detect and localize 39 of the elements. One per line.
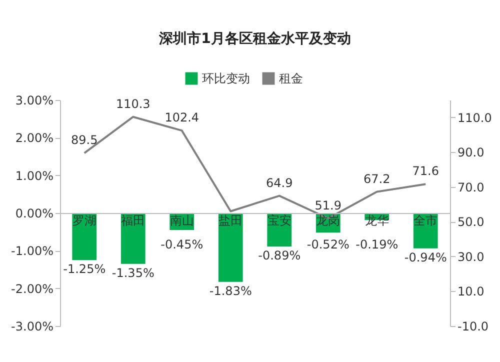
x-tick-label: 盐田	[218, 214, 243, 228]
y2-tick-label: 30.0	[458, 250, 484, 264]
data-label: 64.9	[266, 176, 293, 190]
data-label: 71.6	[412, 164, 439, 178]
data-label: -0.52%	[306, 238, 350, 252]
y-tick-label: 3.00%	[15, 94, 54, 108]
y-tick-label: -1.00%	[11, 244, 54, 258]
data-label: 67.2	[364, 172, 390, 186]
y2-tick-label: -10.0	[458, 320, 489, 334]
x-tick-label: 南山	[170, 214, 194, 228]
y2-tick-label: 50.0	[458, 215, 484, 230]
legend-label: 租金	[279, 72, 303, 86]
legend-label: 环比变动	[202, 72, 250, 86]
data-label: -0.19%	[356, 238, 398, 252]
y2-tick-label: 90.0	[458, 146, 484, 160]
data-label: 102.4	[164, 110, 200, 125]
x-tick-label: 龙岗	[316, 214, 340, 228]
data-label: -1.25%	[63, 262, 106, 276]
data-label: 110.3	[116, 96, 150, 111]
y-tick-label: 2.00%	[15, 131, 54, 146]
y2-tick-label: 10.0	[458, 284, 484, 299]
x-tick-label: 罗湖	[72, 214, 96, 228]
data-label: 89.5	[71, 133, 98, 148]
x-tick-label: 全市	[414, 214, 438, 228]
y2-tick-label: 70.0	[458, 180, 484, 194]
x-tick-label: 福田	[121, 214, 146, 228]
y2-tick-label: 110.0	[458, 110, 492, 125]
data-label: -0.45%	[160, 238, 204, 252]
y-tick-label: 0.00%	[15, 206, 54, 220]
data-label: -0.94%	[404, 250, 447, 264]
y-tick-label: -2.00%	[11, 282, 54, 296]
data-label: -1.83%	[209, 284, 252, 298]
data-label: 51.9	[314, 198, 342, 212]
x-tick-label: 宝安	[267, 214, 292, 228]
chart-title: 深圳市1月各区租金水平及变动	[158, 30, 351, 47]
data-label: -0.89%	[258, 248, 301, 263]
data-label: -1.35%	[112, 266, 154, 280]
y-tick-label: 1.00%	[15, 168, 54, 183]
y-tick-label: -3.00%	[11, 320, 54, 334]
